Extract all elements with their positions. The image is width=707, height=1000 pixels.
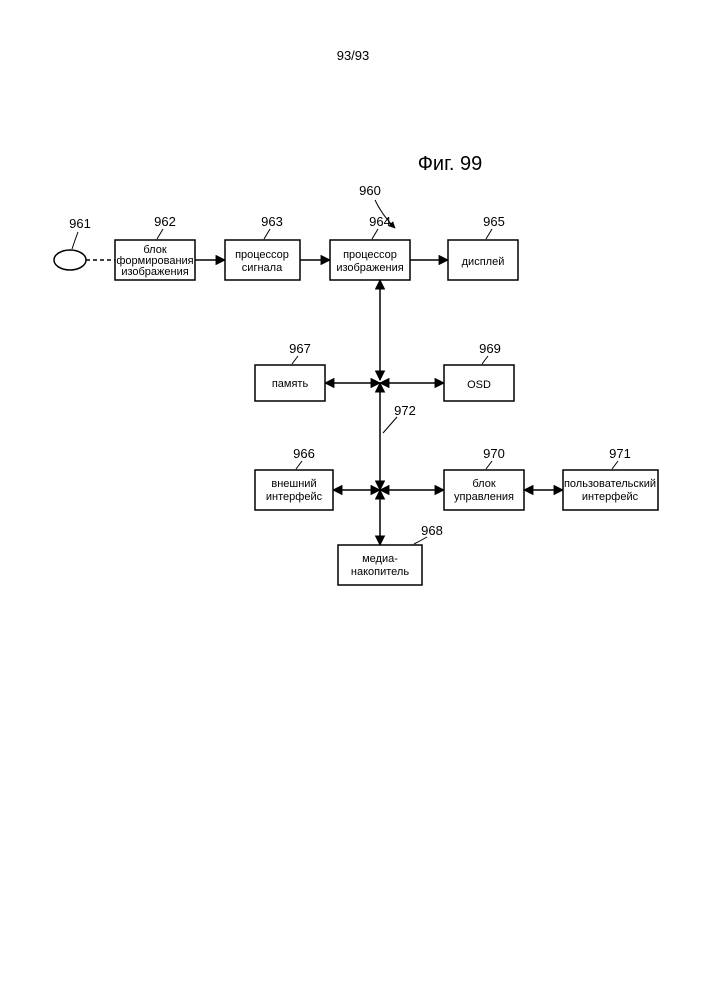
box-sig-proc-l1: процессор — [235, 249, 289, 261]
lead-display — [486, 229, 492, 239]
ref-display: 965 — [483, 214, 505, 229]
box-user-if-l2: интерфейс — [582, 491, 639, 503]
lead-user-if — [612, 461, 618, 469]
box-image-form-l3: изображения — [121, 266, 188, 278]
figure-title: Фиг. 99 — [418, 153, 483, 175]
ref-ext-if: 966 — [293, 446, 315, 461]
page-header: 93/93 — [337, 48, 370, 63]
lead-control — [486, 461, 492, 469]
box-memory-l1: память — [272, 378, 309, 390]
device-ref: 960 — [359, 183, 381, 198]
lead-media — [414, 537, 427, 544]
ref-osd: 969 — [479, 341, 501, 356]
box-osd-l1: OSD — [467, 379, 491, 391]
lead-image-form — [157, 229, 163, 239]
box-ext-if-l2: интерфейс — [266, 491, 323, 503]
ref-control: 970 — [483, 446, 505, 461]
box-user-if-l1: пользовательский — [564, 478, 656, 490]
lead-memory — [292, 356, 298, 364]
ref-sig-proc: 963 — [261, 214, 283, 229]
lens-shape — [54, 250, 86, 270]
lead-osd — [482, 356, 488, 364]
box-control-l2: управления — [454, 491, 514, 503]
box-ext-if-l1: внешний — [271, 478, 316, 490]
lead-img-proc — [372, 229, 378, 239]
bus-ref-lead — [383, 417, 397, 433]
box-img-proc-l1: процессор — [343, 249, 397, 261]
diagram-canvas: 93/93 Фиг. 99 960 961 блок формирования … — [0, 0, 707, 1000]
ref-image-form: 962 — [154, 214, 176, 229]
ref-img-proc: 964 — [369, 214, 391, 229]
ref-user-if: 971 — [609, 446, 631, 461]
box-img-proc-l2: изображения — [336, 262, 403, 274]
lead-sig-proc — [264, 229, 270, 239]
box-control-l1: блок — [472, 478, 495, 490]
lead-ext-if — [296, 461, 302, 469]
ref-media: 968 — [421, 523, 443, 538]
ref-memory: 967 — [289, 341, 311, 356]
lens-ref: 961 — [69, 216, 91, 231]
box-media-l1: медиа- — [362, 553, 398, 565]
lens-lead — [72, 232, 78, 249]
box-sig-proc-l2: сигнала — [242, 262, 283, 274]
box-display-l1: дисплей — [462, 256, 505, 268]
bus-ref: 972 — [394, 403, 416, 418]
box-media-l2: накопитель — [351, 566, 409, 578]
